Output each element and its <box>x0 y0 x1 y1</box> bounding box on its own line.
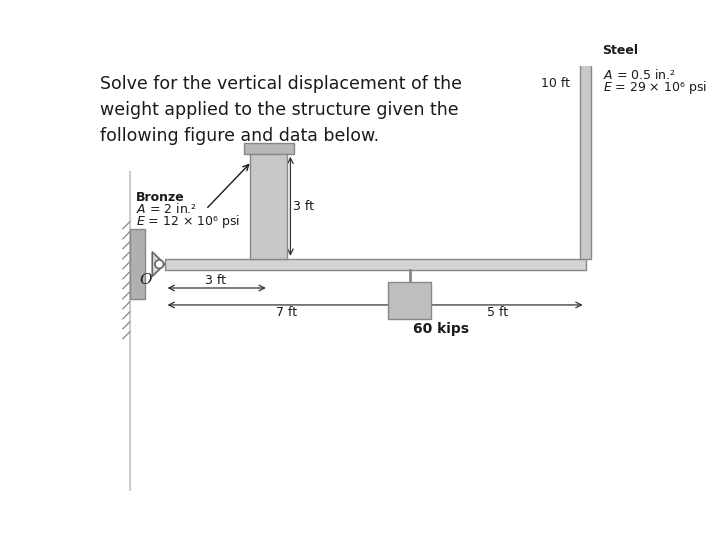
Text: Solve for the vertical displacement of the
weight applied to the structure given: Solve for the vertical displacement of t… <box>100 76 463 145</box>
Bar <box>243 143 294 154</box>
Text: 3 ft: 3 ft <box>205 274 226 287</box>
Text: O: O <box>140 273 153 288</box>
Text: $E$ = 29 × 10⁶ psi: $E$ = 29 × 10⁶ psi <box>603 79 707 95</box>
Bar <box>165 259 586 269</box>
Text: Steel: Steel <box>603 44 639 57</box>
Polygon shape <box>153 252 165 277</box>
Text: $E$ = 12 × 10⁶ psi: $E$ = 12 × 10⁶ psi <box>136 213 241 230</box>
Text: 3 ft: 3 ft <box>293 200 314 213</box>
Text: $A$ = 0.5 in.²: $A$ = 0.5 in.² <box>603 68 676 82</box>
Bar <box>388 282 431 319</box>
Text: 60 kips: 60 kips <box>412 322 468 336</box>
Text: $A$ = 2 in.²: $A$ = 2 in.² <box>136 202 197 216</box>
Text: 10 ft: 10 ft <box>541 77 570 91</box>
Text: 7 ft: 7 ft <box>276 306 297 320</box>
Circle shape <box>155 260 163 268</box>
Text: 5 ft: 5 ft <box>487 306 508 320</box>
Bar <box>581 0 591 259</box>
Bar <box>130 230 145 299</box>
Bar <box>250 154 287 259</box>
Text: Bronze: Bronze <box>136 191 185 204</box>
